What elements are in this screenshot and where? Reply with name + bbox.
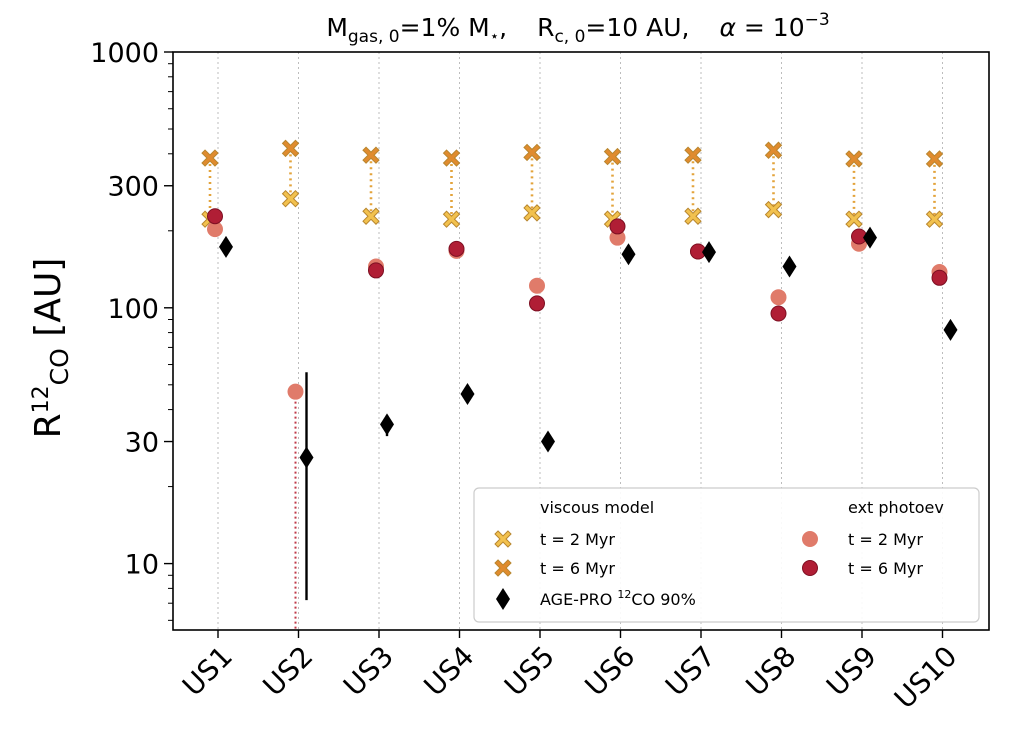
photoev-6myr-point	[448, 240, 465, 257]
legend-label-viscous-6myr: t = 6 Myr	[540, 559, 615, 578]
title-p2-sub: c, 0	[554, 27, 585, 47]
viscous-2myr-point	[764, 200, 783, 219]
x-tick-label: US1	[176, 640, 239, 703]
legend-header-photoev: ext photoev	[848, 498, 944, 517]
viscous-6myr-point	[201, 149, 219, 167]
series-connectors	[208, 148, 936, 630]
x-axis-tick-labels: US1 US2 US3 US4 US5 US6 US7 US8 US9 US10	[176, 640, 963, 716]
photoev-2myr-point	[529, 277, 545, 294]
title-p1-rest: =1% M	[400, 13, 490, 42]
viscous-2myr-point	[684, 207, 702, 225]
viscous-2myr-point	[442, 210, 461, 228]
legend-marker-agepro	[496, 588, 510, 610]
agepro-point	[782, 255, 797, 278]
legend: viscous model ext photoev t = 2 Myr t = …	[473, 487, 980, 623]
error-bars	[305, 372, 389, 601]
viscous-2myr-point	[925, 210, 944, 228]
y-tick-label: 100	[107, 294, 159, 325]
photoev-6myr-point	[207, 208, 223, 225]
viscous-2myr-point	[362, 207, 380, 225]
legend-agepro-pre: AGE-PRO	[540, 590, 617, 609]
title-p2-rest: =10 AU,	[585, 13, 689, 42]
x-tick-label: US8	[739, 640, 802, 703]
legend-agepro-sup: 12	[617, 588, 631, 601]
viscous-6myr-point	[603, 147, 622, 166]
legend-label-agepro: AGE-PRO 12CO 90%	[540, 588, 696, 609]
title-p1-main: M	[326, 13, 348, 42]
x-tick-label: US3	[337, 640, 400, 703]
chart-title: Mgas, 0=1% M⋆, Rc, 0=10 AU, α = 10−3	[326, 10, 829, 47]
ylabel-rest: [AU]	[28, 258, 69, 349]
ylabel-main: R	[28, 413, 69, 438]
title-p3-alpha: α	[719, 13, 736, 42]
x-tick-label: US6	[578, 640, 641, 703]
y-tick-label: 10	[125, 550, 159, 581]
photoev-6myr-point	[770, 305, 787, 322]
photoev-2myr-point	[287, 383, 304, 400]
photoev-6myr-point	[368, 262, 384, 279]
y-axis-ticks: 10 30 100 300 1000	[90, 38, 944, 638]
legend-diamond	[496, 588, 510, 610]
photoev-6myr-point	[931, 269, 948, 286]
y-tick-label: 1000	[90, 38, 159, 69]
ylabel-sub: CO	[45, 348, 74, 385]
legend-label-photoev-6myr: t = 6 Myr	[848, 559, 923, 578]
legend-header-viscous: viscous model	[540, 498, 654, 517]
y-tick-label: 300	[107, 172, 159, 203]
photoev-6myr-point	[529, 295, 545, 312]
agepro-point	[702, 241, 716, 264]
x-tick-label: US5	[498, 640, 561, 703]
x-tick-label: US4	[417, 640, 480, 703]
legend-box	[473, 487, 980, 623]
agepro-point	[621, 243, 636, 266]
viscous-6myr-point	[764, 141, 783, 159]
photoev-6myr-point	[609, 218, 626, 235]
viscous-2myr-point	[845, 210, 863, 228]
legend-circle-dark	[802, 560, 818, 576]
agepro-point	[380, 413, 394, 436]
legend-label-photoev-2myr: t = 2 Myr	[848, 530, 923, 549]
viscous-6myr-point	[684, 146, 702, 164]
title-p3-eq: = 10	[736, 13, 805, 42]
legend-x-dark	[494, 559, 512, 577]
legend-agepro-post: CO 90%	[631, 590, 695, 609]
viscous-6myr-point	[362, 146, 380, 164]
viscous-2myr-point	[523, 204, 541, 222]
title-p1-sub: gas, 0	[348, 27, 400, 47]
legend-label-viscous-2myr: t = 2 Myr	[540, 530, 615, 549]
agepro-point	[943, 318, 958, 341]
x-tick-label: US10	[888, 640, 964, 716]
x-tick-label: US9	[820, 640, 883, 703]
y-axis-label: R12CO [AU]	[28, 258, 74, 439]
viscous-6myr-point	[523, 143, 541, 162]
agepro-point	[299, 446, 314, 469]
agepro-point	[219, 235, 233, 258]
legend-marker-viscous-2myr	[494, 530, 512, 548]
y-tick-label: 30	[125, 428, 159, 459]
x-tick-label: US7	[659, 640, 722, 703]
legend-marker-photoev-6myr	[802, 560, 818, 576]
title-p1-star: ⋆	[490, 27, 499, 45]
ylabel-sup: 12	[29, 385, 54, 413]
plot-frame	[172, 51, 990, 631]
title-p3-sup: −3	[805, 10, 830, 30]
viscous-6myr-point	[845, 150, 863, 168]
data-points	[201, 139, 958, 469]
viscous-2myr-point	[281, 189, 300, 208]
agepro-point	[541, 430, 555, 453]
legend-x-light	[494, 530, 512, 548]
legend-marker-photoev-2myr	[802, 531, 818, 547]
title-p2-main: R	[537, 13, 554, 42]
photoev-2myr-point	[770, 289, 787, 306]
agepro-point	[460, 383, 475, 406]
x-tick-label: US2	[256, 640, 319, 703]
title-p1-end: ,	[499, 13, 507, 42]
viscous-6myr-point	[281, 139, 300, 158]
agepro-point	[863, 226, 877, 249]
legend-marker-viscous-6myr	[494, 559, 512, 577]
viscous-6myr-point	[442, 149, 461, 167]
legend-circle-light	[802, 531, 818, 547]
viscous-6myr-point	[925, 150, 944, 168]
